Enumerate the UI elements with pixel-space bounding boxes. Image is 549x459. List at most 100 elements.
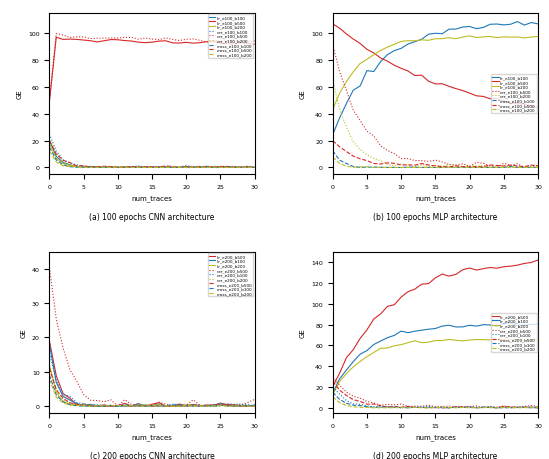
Line: llr_e100_b100: llr_e100_b100 (49, 141, 255, 168)
llr_e100_b500 (473, 94, 480, 99)
cer_e100_b100 (80, 164, 87, 169)
llr_e200_b100 (466, 323, 473, 328)
llr_e100_b100 (251, 165, 258, 171)
Line: cer_e100_b200: cer_e100_b200 (333, 81, 538, 168)
cross_e200_b500 (446, 405, 452, 411)
cross_e200_b100 (460, 405, 466, 410)
cer_e100_b500 (501, 161, 507, 167)
cross_e100_b200 (251, 165, 258, 171)
cer_e200_b500 (94, 398, 100, 403)
llr_e200_b200 (176, 403, 183, 409)
cross_e100_b100 (398, 165, 405, 171)
cross_e100_b200 (480, 165, 486, 171)
llr_e200_b500 (432, 275, 439, 281)
llr_e200_b200 (460, 338, 466, 344)
Line: llr_e100_b100: llr_e100_b100 (333, 22, 538, 135)
cross_e100_b100 (176, 165, 183, 171)
cer_e200_b100 (398, 405, 405, 411)
cer_e100_b200 (244, 165, 251, 171)
llr_e200_b100 (190, 402, 197, 408)
llr_e100_b200 (128, 165, 135, 171)
llr_e100_b500 (135, 40, 142, 46)
cross_e100_b500 (535, 163, 541, 169)
cer_e100_b200 (217, 165, 224, 170)
cer_e100_b500 (343, 89, 350, 94)
cross_e200_b200 (210, 403, 217, 409)
llr_e200_b500 (155, 400, 162, 405)
llr_e200_b500 (101, 402, 108, 408)
cross_e200_b500 (142, 403, 149, 409)
llr_e100_b200 (183, 165, 189, 170)
cer_e200_b100 (251, 403, 258, 409)
llr_e100_b200 (60, 162, 66, 167)
cer_e100_b100 (231, 164, 238, 170)
llr_e100_b200 (163, 165, 169, 171)
cross_e200_b100 (412, 405, 418, 410)
cross_e100_b200 (155, 165, 162, 171)
cross_e200_b100 (487, 405, 494, 410)
llr_e200_b100 (487, 323, 494, 328)
cer_e200_b100 (176, 402, 183, 407)
cross_e200_b100 (350, 403, 356, 408)
X-axis label: num_traces: num_traces (132, 195, 172, 202)
llr_e200_b500 (384, 304, 391, 309)
llr_e100_b100 (74, 164, 80, 170)
Legend: llr_e100_b100, llr_e100_b500, llr_e100_b200, cer_e100_b500, cer_e100_b200, cross: llr_e100_b100, llr_e100_b500, llr_e100_b… (491, 75, 537, 114)
cer_e200_b200 (66, 400, 73, 405)
llr_e100_b500 (363, 47, 370, 53)
llr_e100_b200 (535, 35, 541, 40)
llr_e200_b500 (46, 338, 53, 344)
cross_e200_b100 (66, 402, 73, 408)
cross_e100_b500 (528, 163, 535, 168)
cross_e100_b500 (74, 164, 80, 169)
cer_e100_b500 (74, 35, 80, 40)
cross_e200_b200 (135, 403, 142, 409)
llr_e100_b200 (473, 36, 480, 41)
llr_e100_b500 (80, 38, 87, 44)
llr_e200_b500 (418, 282, 425, 287)
cross_e100_b200 (108, 165, 114, 171)
cer_e200_b100 (371, 404, 377, 410)
cross_e100_b100 (149, 165, 155, 171)
llr_e200_b200 (80, 402, 87, 408)
cer_e200_b100 (377, 403, 384, 409)
cer_e100_b500 (87, 37, 94, 42)
llr_e100_b500 (528, 104, 535, 110)
llr_e100_b500 (176, 41, 183, 47)
cer_e200_b100 (391, 405, 397, 410)
cross_e100_b500 (238, 165, 244, 170)
cross_e100_b100 (169, 165, 176, 171)
cer_e100_b200 (121, 165, 128, 170)
cer_e100_b200 (432, 163, 439, 169)
cross_e100_b500 (357, 157, 363, 162)
cross_e100_b100 (238, 165, 244, 171)
cross_e200_b500 (210, 403, 217, 408)
cer_e200_b500 (46, 265, 53, 271)
cer_e200_b500 (142, 403, 149, 409)
cer_e200_b500 (244, 400, 251, 405)
cross_e100_b100 (142, 165, 149, 171)
cross_e100_b500 (521, 165, 528, 170)
cer_e100_b200 (169, 165, 176, 170)
llr_e100_b200 (204, 165, 210, 171)
cer_e100_b200 (149, 165, 155, 171)
llr_e200_b100 (169, 403, 176, 409)
llr_e100_b200 (251, 165, 258, 171)
llr_e100_b500 (350, 37, 356, 43)
llr_e100_b500 (487, 97, 494, 102)
cer_e100_b200 (135, 165, 142, 171)
cer_e100_b100 (87, 165, 94, 170)
Title: (b) 100 epochs MLP architecture: (b) 100 epochs MLP architecture (373, 213, 497, 222)
cer_e100_b500 (115, 36, 121, 42)
cross_e200_b500 (115, 403, 121, 408)
llr_e200_b100 (87, 402, 94, 407)
cross_e200_b500 (473, 405, 480, 411)
cer_e200_b200 (183, 403, 189, 409)
cer_e200_b100 (231, 402, 238, 407)
Line: cer_e100_b500: cer_e100_b500 (49, 34, 255, 102)
cer_e200_b100 (418, 405, 425, 410)
llr_e100_b200 (384, 45, 391, 50)
cross_e200_b200 (101, 403, 108, 409)
cross_e200_b200 (190, 403, 197, 409)
cross_e200_b200 (53, 395, 59, 400)
